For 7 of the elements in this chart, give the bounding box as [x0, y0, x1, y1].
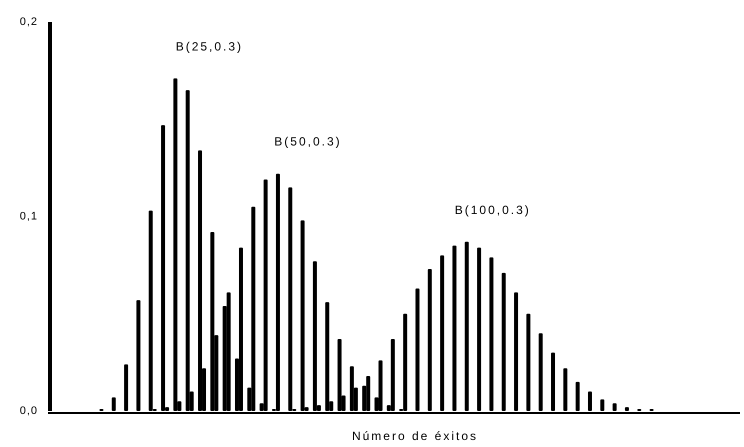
- text: B(25,0.3): [176, 39, 244, 54]
- text: B(50,0.3): [274, 134, 342, 149]
- y-tick-label: 0,0: [20, 405, 38, 417]
- y-tick-label: 0,2: [20, 16, 38, 28]
- x-axis-title: Número de éxitos: [352, 429, 478, 443]
- text: B(100,0.3): [454, 202, 531, 217]
- y-tick-label: 0,1: [20, 210, 38, 222]
